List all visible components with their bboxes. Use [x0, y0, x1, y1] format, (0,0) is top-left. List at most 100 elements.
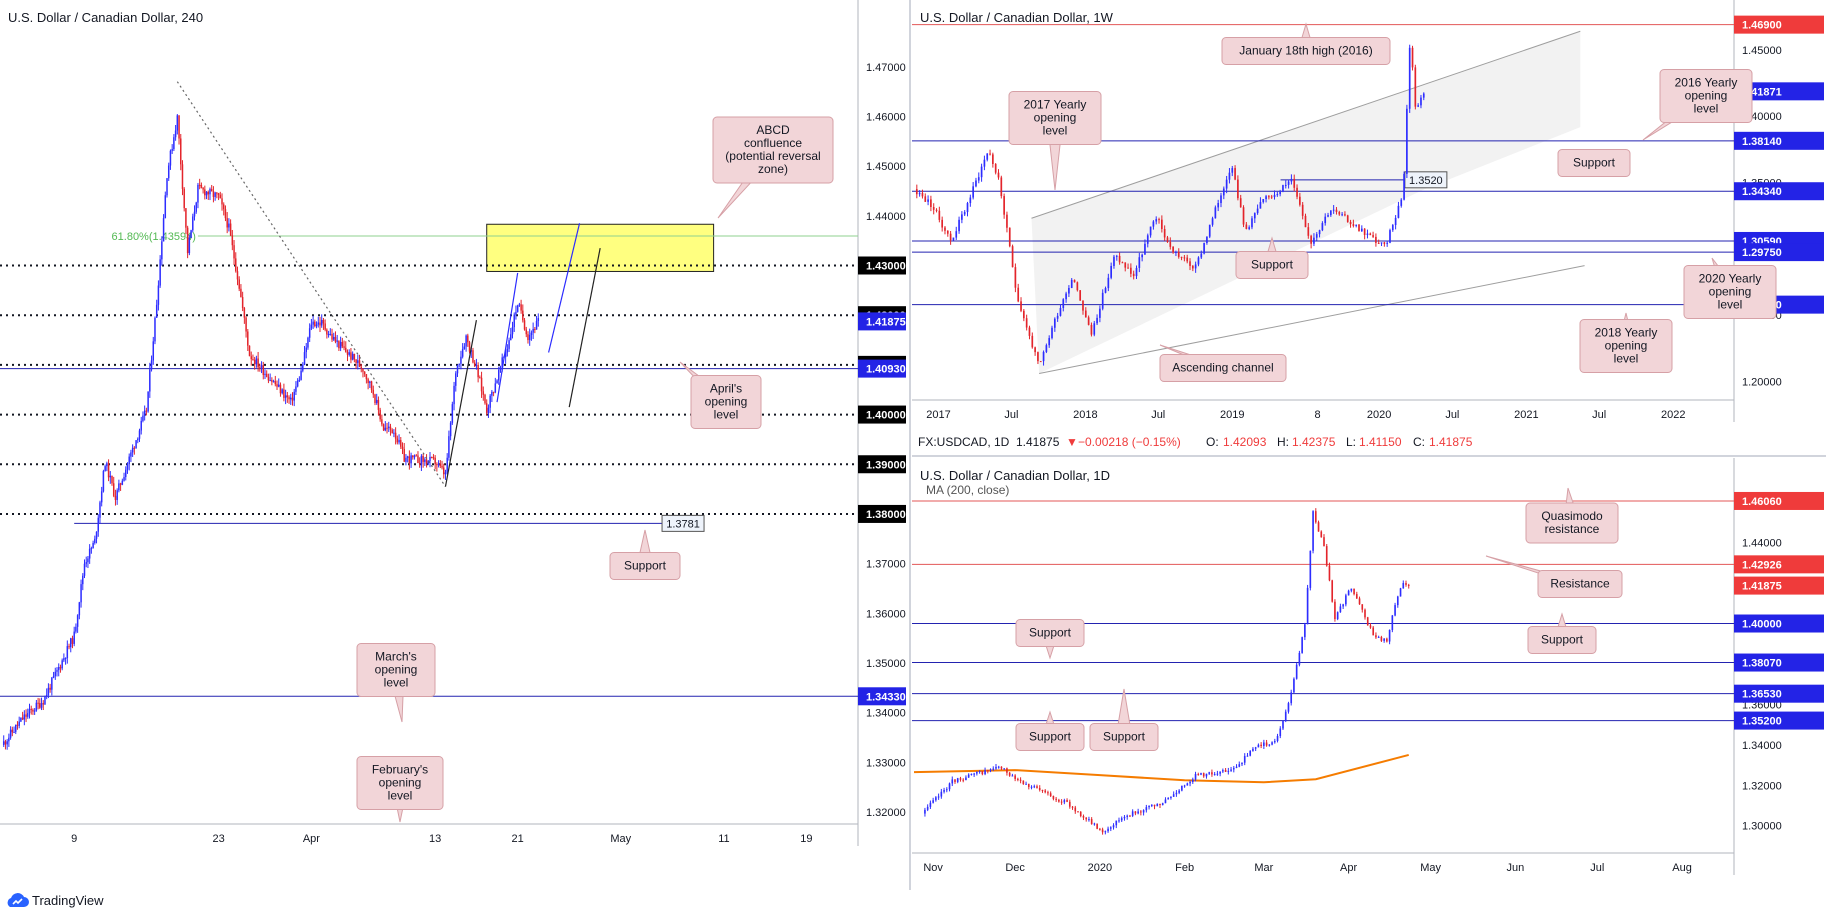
candle-body	[1137, 811, 1139, 814]
candle-body	[528, 335, 531, 341]
candle-body	[243, 307, 246, 318]
support-weekly-low-callout: Support	[1235, 236, 1309, 279]
candle-body	[1090, 324, 1093, 335]
candle-body	[1011, 775, 1014, 777]
support-daily-callout-1: Support	[1015, 619, 1085, 660]
candle-body	[238, 279, 240, 289]
price-badge	[1734, 182, 1824, 201]
candle-body	[391, 429, 393, 434]
candle-body	[1164, 799, 1167, 804]
y-tick-label: 1.33000	[866, 757, 906, 769]
candle-body	[253, 359, 256, 365]
candle-body	[398, 440, 400, 443]
callout-text: Support	[1029, 626, 1072, 640]
candle-body	[1000, 177, 1003, 197]
callout-box	[1235, 251, 1309, 279]
candle-body	[965, 777, 967, 781]
candle-body	[1071, 806, 1074, 808]
candle-body	[1194, 264, 1197, 269]
candle-body	[49, 687, 51, 690]
candle-body	[1028, 327, 1031, 336]
candle-body	[410, 455, 412, 464]
candle-body	[938, 210, 941, 220]
candle-body	[932, 206, 935, 210]
candle-body	[1310, 235, 1312, 244]
candle-body	[298, 379, 301, 381]
candle-body	[276, 384, 278, 387]
callout-text: level	[1718, 298, 1743, 312]
candle-body	[1257, 744, 1260, 748]
candle-body	[1019, 779, 1022, 781]
y-tick-label: 1.34000	[1742, 740, 1782, 752]
candle-body	[1238, 764, 1241, 767]
candle-body	[1082, 300, 1084, 311]
candle-body	[111, 475, 113, 484]
candle-body	[1113, 256, 1115, 266]
candle-body	[1414, 67, 1417, 107]
candle-body	[494, 383, 497, 393]
candle-body	[339, 341, 342, 349]
candle-body	[1355, 594, 1358, 599]
candle-body	[1127, 267, 1129, 269]
candle-body	[1403, 173, 1405, 200]
candle-body	[188, 237, 191, 254]
abcd-dotted-leg	[176, 81, 446, 487]
callout-text: 2016 Yearly	[1675, 76, 1738, 90]
candle-body	[173, 137, 175, 150]
candle-body	[205, 191, 208, 196]
candle-body	[247, 331, 249, 346]
tradingview-cloud-icon[interactable]	[4, 893, 30, 909]
candle-body	[1408, 47, 1411, 109]
candle-body	[1214, 207, 1217, 219]
level-tag-text: 1.3781	[666, 518, 700, 530]
price-badge	[1734, 243, 1824, 262]
candle-body	[1211, 218, 1214, 225]
candle-body	[161, 241, 163, 260]
candle-body	[949, 233, 952, 241]
candle-body	[1159, 803, 1161, 806]
candle-body	[1265, 196, 1267, 200]
support-daily-callout-2: Support	[1527, 612, 1597, 654]
candle-body	[937, 796, 940, 798]
candle-body	[412, 455, 414, 458]
x-tick-label: 2021	[1514, 409, 1538, 421]
x-tick-label: Mar	[1254, 862, 1273, 874]
level-tag-text: 1.3520	[1409, 175, 1443, 187]
candle-body	[1355, 224, 1358, 226]
candle-body	[106, 463, 108, 467]
candle-body	[1129, 815, 1131, 817]
candle-body	[109, 475, 112, 478]
candle-body	[279, 384, 282, 394]
candle-body	[1181, 785, 1183, 791]
candle-body	[83, 563, 86, 576]
candle-body	[1038, 787, 1041, 790]
tradingview-brand[interactable]: TradingView	[32, 893, 104, 908]
candle-body	[1328, 565, 1331, 581]
candle-body	[40, 703, 43, 708]
candle-body	[443, 467, 445, 475]
candle-body	[1213, 774, 1216, 776]
candle-body	[1417, 105, 1419, 107]
candle-body	[513, 314, 515, 328]
candle-body	[1068, 288, 1070, 294]
candle-body	[1389, 230, 1391, 243]
candle-body	[137, 438, 139, 441]
candle-body	[520, 304, 522, 311]
candle-body	[1132, 273, 1135, 277]
candle-body	[962, 779, 965, 781]
candle-body	[455, 373, 457, 386]
candle-body	[515, 311, 517, 315]
candle-body	[1375, 635, 1377, 638]
candle-body	[150, 360, 153, 370]
candle-body	[1084, 310, 1087, 318]
candle-body	[439, 463, 442, 466]
callout-text: resistance	[1545, 522, 1600, 536]
candle-body	[229, 223, 232, 236]
candle-body	[288, 397, 290, 400]
candle-body	[181, 164, 184, 189]
candle-body	[1228, 172, 1231, 180]
candle-body	[331, 333, 333, 340]
candle-body	[374, 394, 376, 403]
y-tick-label: 1.37000	[866, 559, 906, 571]
